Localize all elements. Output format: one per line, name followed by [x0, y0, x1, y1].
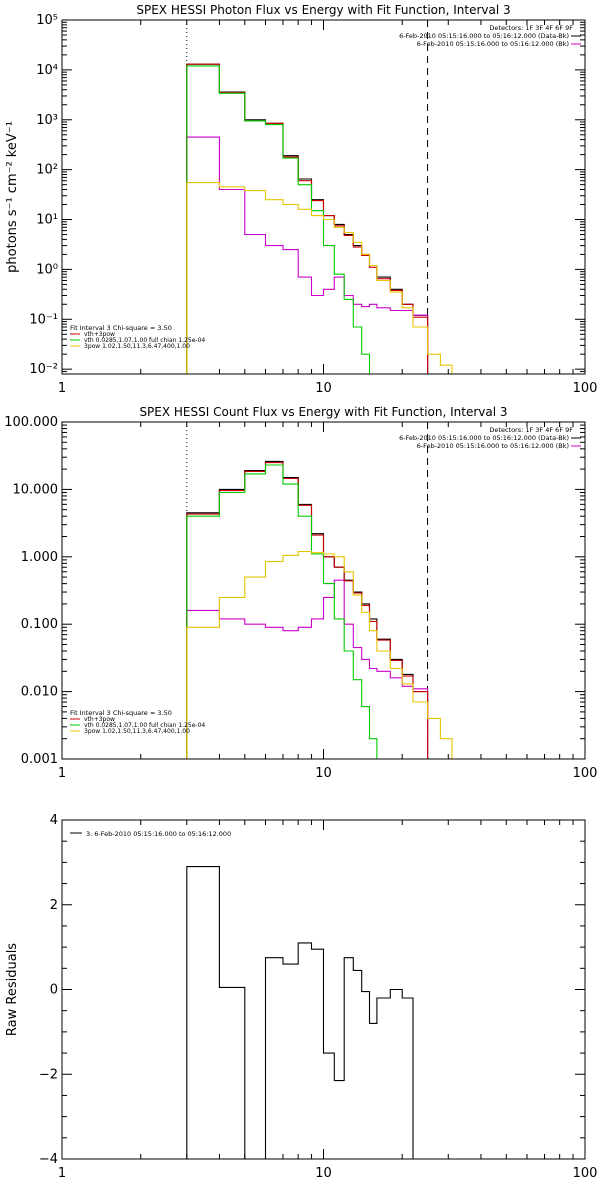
plot-area — [186, 460, 466, 759]
y-tick-label: 10³ — [36, 113, 58, 128]
series-line-vth — [186, 65, 378, 374]
y-tick-label: 10.000 — [13, 482, 59, 497]
y-tick-label: 4 — [50, 813, 58, 828]
y-tick-label: 2 — [50, 898, 58, 913]
legend-entry: 6-Feb-2010 05:15:16.000 to 05:16:12.000 … — [417, 40, 569, 48]
y-tick-label: 10¹ — [36, 213, 58, 228]
x-tick-label: 100 — [573, 1166, 598, 1181]
fit-interval-label: Fit Interval 3 Chi-square = 3.50 — [70, 709, 172, 717]
x-tick-label: 1 — [58, 766, 66, 781]
y-tick-label: 10⁴ — [36, 63, 58, 78]
y-tick-label: 10⁻¹ — [29, 312, 58, 327]
x-tick-label: 1 — [58, 381, 66, 396]
series-line-bk — [186, 579, 441, 759]
y-tick-label: 10⁰ — [36, 262, 58, 277]
series-line-vth — [186, 464, 391, 759]
y-tick-label: 0 — [50, 983, 58, 998]
fit-interval-label: Fit Interval 3 Chi-square = 3.50 — [70, 324, 172, 332]
series-line-vth-3pow — [186, 63, 429, 374]
legend-entry: vth 0.0285,1.07,1.00 full chian 1.25e-04 — [84, 722, 205, 729]
chart-title: SPEX HESSI Photon Flux vs Energy with Fi… — [136, 3, 510, 17]
detectors-label: Detectors: 1F 3F 4F 6F 9F — [489, 24, 573, 32]
legend-entry: 3pow 1.02,1.50,11.3,6.47,400,1.00 — [84, 728, 190, 735]
plot-frame — [61, 421, 586, 760]
y-tick-label: 10⁻² — [29, 362, 58, 377]
legend-entry: 6-Feb-2010 05:15:16.000 to 05:16:12.000 … — [399, 434, 569, 442]
y-tick-label: 1.000 — [21, 550, 58, 565]
y-tick-label: 0.100 — [21, 617, 58, 632]
y-tick-label: 0.001 — [21, 752, 58, 767]
x-tick-label: 10 — [315, 1166, 332, 1181]
series-line-3pow — [186, 550, 466, 759]
photon-flux-panel: SPEX HESSI Photon Flux vs Energy with Fi… — [5, 3, 597, 396]
plot-area — [186, 866, 414, 1159]
series-line-vth-3pow — [186, 462, 429, 759]
plot-frame — [61, 19, 586, 375]
y-tick-label: 10² — [36, 163, 58, 178]
series-line-data-bk — [186, 460, 429, 759]
detectors-label: Detectors: 1F 3F 4F 6F 9F — [489, 426, 573, 434]
x-tick-label: 10 — [315, 766, 332, 781]
legend-entry: 6-Feb-2010 05:15:16.000 to 05:16:12.000 … — [417, 442, 569, 450]
plot-frame — [61, 819, 586, 1160]
plot-area — [186, 63, 466, 374]
y-tick-label: 100.000 — [4, 415, 58, 430]
x-tick-label: 10 — [315, 381, 332, 396]
x-tick-label: 100 — [573, 766, 598, 781]
series-line-bk — [186, 136, 441, 374]
count-flux-panel: SPEX HESSI Count Flux vs Energy with Fit… — [4, 405, 597, 781]
series-line-3-6-feb-2010-05-15-16-000-to-05-16-12-000 — [186, 866, 414, 1159]
y-axis-label: photons s⁻¹ cm⁻² keV⁻¹ — [5, 121, 20, 273]
series-line-data-bk — [186, 63, 429, 374]
series-line-3pow — [186, 182, 466, 374]
y-axis-label: Raw Residuals — [5, 943, 20, 1036]
x-tick-label: 1 — [58, 1166, 66, 1181]
residuals-panel: Raw Residuals 1 10 100 −4 −2 0 2 4 3. 6-Feb-2010 … — [5, 813, 597, 1181]
y-tick-label: 0.010 — [21, 685, 58, 700]
y-tick-label: 10⁵ — [36, 13, 58, 28]
y-tick-label: −4 — [39, 1152, 58, 1167]
legend-entry: 6-Feb-2010 05:15:16.000 to 05:16:12.000 … — [399, 32, 569, 40]
legend-entry: vth 0.0285,1.07,1.00 full chian 1.25e-04 — [84, 337, 205, 344]
x-tick-label: 100 — [573, 381, 598, 396]
y-tick-label: −2 — [39, 1067, 58, 1082]
legend-entry: 3. 6-Feb-2010 05:15:16.000 to 05:16:12.0… — [86, 830, 231, 838]
legend-entry: 3pow 1.02,1.50,11.3,6.47,400,1.00 — [84, 343, 190, 350]
chart-title: SPEX HESSI Count Flux vs Energy with Fit… — [139, 405, 507, 419]
legend-entry: vth+3pow — [84, 716, 115, 723]
legend-entry: vth+3pow — [84, 331, 115, 338]
